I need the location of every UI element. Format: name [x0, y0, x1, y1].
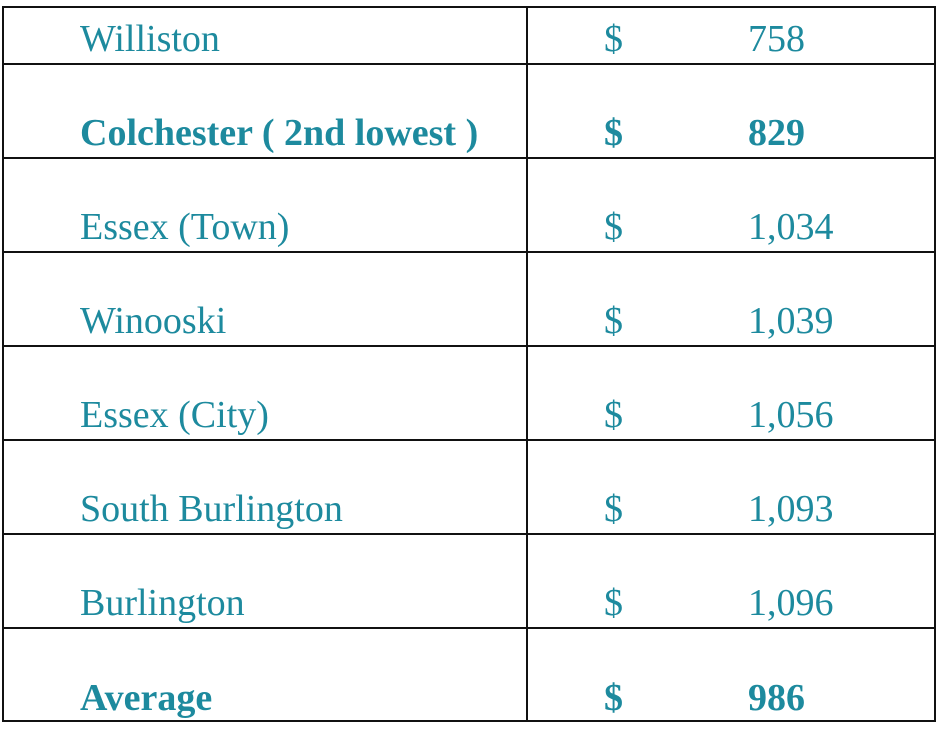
name-cell: Colchester ( 2nd lowest ): [80, 112, 479, 154]
name-cell: Average: [80, 677, 213, 719]
name-cell: Essex (City): [80, 394, 269, 436]
value-cell: 829: [748, 112, 805, 154]
currency-cell: $: [604, 677, 623, 719]
currency-cell: $: [604, 206, 623, 248]
currency-cell: $: [604, 18, 623, 60]
currency-cell: $: [604, 582, 623, 624]
name-cell: Winooski: [80, 300, 227, 342]
table-row: Winooski $1,039: [4, 253, 934, 347]
value-cell: 758: [748, 18, 805, 60]
table-row: Williston $758: [4, 8, 934, 65]
value-cell: 1,039: [748, 300, 834, 342]
value-cell: 1,096: [748, 582, 834, 624]
currency-cell: $: [604, 488, 623, 530]
value-cell: 986: [748, 677, 805, 719]
table-row: South Burlington $1,093: [4, 441, 934, 535]
name-cell: South Burlington: [80, 488, 343, 530]
table-row: Essex (City) $1,056: [4, 347, 934, 441]
table-row: Average $986: [4, 629, 934, 722]
table-row: Colchester ( 2nd lowest ) $829: [4, 65, 934, 159]
name-cell: Burlington: [80, 582, 245, 624]
currency-cell: $: [604, 394, 623, 436]
table-row: Burlington $1,096: [4, 535, 934, 629]
column-divider: [526, 8, 528, 720]
table-row: Essex (Town) $1,034: [4, 159, 934, 253]
value-cell: 1,056: [748, 394, 834, 436]
value-cell: 1,034: [748, 206, 834, 248]
name-cell: Williston: [80, 18, 220, 60]
value-cell: 1,093: [748, 488, 834, 530]
currency-cell: $: [604, 300, 623, 342]
name-cell: Essex (Town): [80, 206, 290, 248]
currency-cell: $: [604, 112, 623, 154]
table: Williston $758 Colchester ( 2nd lowest ) $8…: [2, 6, 936, 722]
